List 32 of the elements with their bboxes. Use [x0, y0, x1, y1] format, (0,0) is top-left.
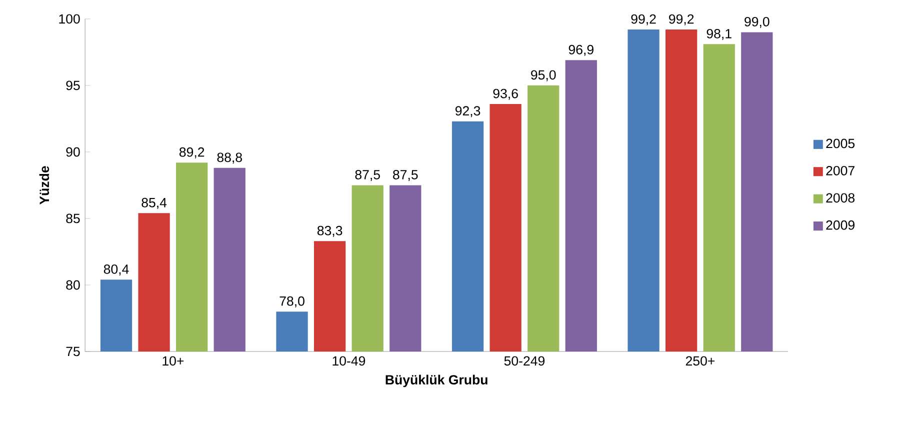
- data-label: 92,3: [455, 106, 480, 118]
- legend-label: 2008: [826, 193, 855, 203]
- y-tick-label: 80: [66, 280, 80, 290]
- x-tick-label: 250+: [686, 356, 715, 366]
- data-label: 93,6: [493, 88, 518, 100]
- x-tick-label: 10+: [162, 356, 184, 366]
- x-axis-title: Büyüklük Grubu: [386, 374, 488, 388]
- data-label: 89,2: [179, 147, 204, 158]
- data-label: 95,0: [531, 70, 556, 82]
- data-label: 83,3: [317, 226, 342, 237]
- data-label: 99,2: [669, 14, 694, 26]
- data-label: 99,2: [631, 14, 656, 26]
- data-label: 98,1: [706, 28, 732, 40]
- data-label: 87,5: [393, 170, 418, 181]
- legend-label: 2007: [826, 166, 854, 176]
- y-tick-label: 90: [66, 147, 80, 157]
- x-tick-label: 10-49: [332, 356, 366, 366]
- x-tick-label: 50-249: [504, 356, 545, 366]
- data-label: 87,5: [355, 170, 380, 181]
- legend-label: 2009: [826, 220, 854, 230]
- data-label: 78,0: [280, 296, 304, 308]
- data-label: 88,8: [217, 152, 242, 164]
- data-label: 80,4: [104, 264, 129, 276]
- y-tick-label: 95: [66, 80, 80, 90]
- y-axis-title: Yüzde: [39, 166, 50, 204]
- legend-label: 2005: [826, 138, 855, 148]
- data-label: 85,4: [142, 198, 167, 209]
- y-tick-label: 85: [66, 214, 80, 224]
- y-tick-label: 100: [59, 14, 80, 24]
- y-tick-label: 75: [66, 346, 80, 356]
- data-label: 99,0: [744, 16, 770, 28]
- data-label: 96,9: [568, 44, 594, 56]
